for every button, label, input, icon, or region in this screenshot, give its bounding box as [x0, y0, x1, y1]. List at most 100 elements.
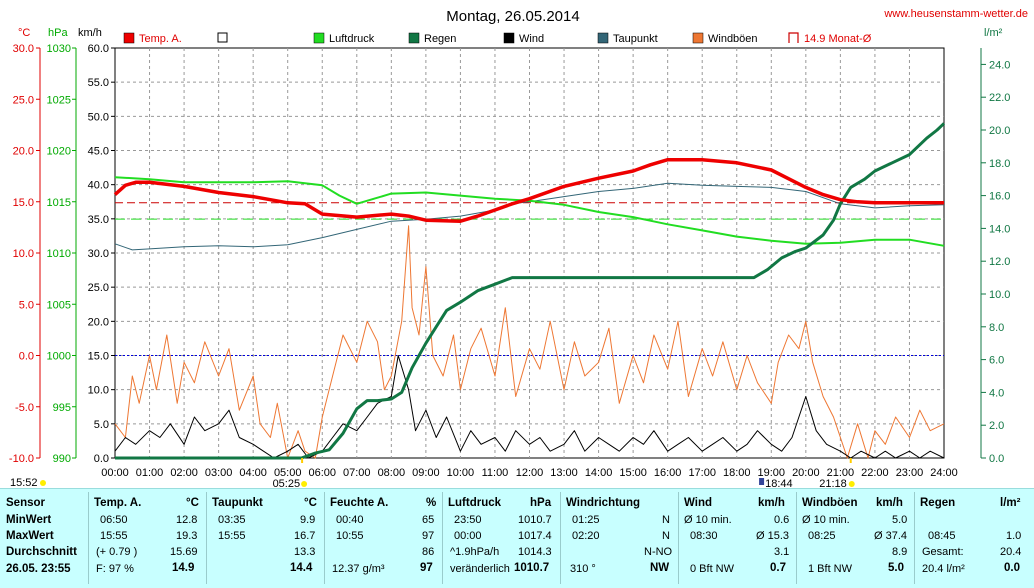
wind-axis-label: 5.0 — [94, 419, 109, 431]
temp-axis-label: 25.0 — [13, 94, 34, 106]
x-tick-label: 20:00 — [792, 467, 820, 479]
wind-now-value: 0.7 — [770, 562, 786, 574]
hum-now-note: 12.37 g/m³ — [332, 563, 385, 575]
col-divider — [88, 492, 89, 584]
legend-label: Temp. A. — [139, 33, 182, 45]
x-tick-label: 10:00 — [447, 467, 475, 479]
x-tick-label: 12:00 — [516, 467, 544, 479]
dir-now-value: NW — [650, 562, 670, 574]
rain-axis-label: 10.0 — [989, 289, 1010, 301]
sunrise-time: 05:25 — [273, 478, 301, 488]
legend-swatch — [123, 32, 135, 44]
rain-axis-label: 8.0 — [989, 322, 1004, 334]
x-tick-label: 07:00 — [343, 467, 371, 479]
pressure-axis-label: 1000 — [47, 351, 71, 363]
col-divider — [914, 492, 915, 584]
series-line — [114, 225, 945, 459]
x-tick-label: 15:00 — [619, 467, 647, 479]
legend-swatch — [788, 32, 799, 43]
rain-axis-label: 6.0 — [989, 355, 1004, 367]
rain-axis-unit: l/m² — [984, 27, 1003, 39]
rain-axis-label: 16.0 — [989, 191, 1010, 203]
rain-total-value: 20.4 — [1000, 546, 1022, 558]
legend-label: 14.9 Monat-Ø — [804, 33, 872, 45]
pressure-axis-label: 1015 — [47, 197, 71, 209]
temp-axis-unit: °C — [18, 27, 30, 39]
temp-axis-label: -10.0 — [9, 453, 34, 465]
x-tick-label: 24:00 — [930, 467, 958, 479]
press-min-value: 1010.7 — [518, 514, 552, 526]
pressure-axis-label: 990 — [53, 453, 71, 465]
x-tick-label: 14:00 — [585, 467, 613, 479]
dew-min-time: 03:35 — [218, 514, 246, 526]
stats-header-temp: Temp. A. — [94, 497, 142, 509]
moon-time: 18:44 — [765, 478, 793, 488]
x-tick-label: 09:00 — [412, 467, 440, 479]
stats-header-gust: Windböen — [802, 497, 858, 509]
stats-header-dew: Taupunkt — [212, 497, 263, 509]
chart-events: 15:52 05:25 18:44 21:18 — [10, 458, 855, 488]
pressure-axis-label: 1025 — [47, 94, 71, 106]
press-max-value: 1017.4 — [518, 530, 552, 542]
site-url[interactable]: www.heusenstamm-wetter.de — [883, 8, 1028, 20]
x-tick-label: 04:00 — [239, 467, 267, 479]
series-line — [114, 176, 945, 247]
temp-axis-label: 15.0 — [13, 197, 34, 209]
x-tick-label: 22:00 — [861, 467, 889, 479]
pressure-axis-label: 1005 — [47, 299, 71, 311]
dew-now-value: 14.4 — [290, 562, 313, 574]
wind-min-value: 0.6 — [774, 514, 790, 526]
stats-panel — [0, 488, 1034, 588]
hum-min-time: 00:40 — [336, 514, 364, 526]
rain-axis-label: 24.0 — [989, 59, 1010, 71]
stats-header-wind: Wind — [684, 497, 712, 509]
temp-axis-label: 20.0 — [13, 146, 34, 158]
rain-total-label: Gesamt: — [922, 546, 964, 558]
gust-min-time: Ø 10 min. — [802, 514, 850, 526]
gust-avg-value: 8.9 — [892, 546, 908, 558]
pressure-axis-label: 1010 — [47, 248, 71, 260]
sun-icon — [40, 480, 46, 486]
x-tick-label: 17:00 — [688, 467, 716, 479]
x-tick-label: 05:00 — [274, 467, 302, 479]
dew-max-time: 15:55 — [218, 530, 246, 542]
stats-header-wind-unit: km/h — [758, 497, 785, 509]
series-line — [113, 157, 944, 223]
dew-min-value: 9.9 — [300, 514, 316, 526]
temp-axis-label: -5.0 — [15, 402, 34, 414]
press-now-note: veränderlich — [450, 563, 510, 575]
stats-row-avg: Durchschnitt — [6, 546, 77, 558]
hum-now-value: 97 — [420, 562, 433, 574]
x-tick-label: 23:00 — [896, 467, 924, 479]
dir-min-value: N — [662, 514, 670, 526]
temp-axis-label: 30.0 — [13, 43, 34, 55]
stats-header-dir: Windrichtung — [566, 497, 640, 509]
hum-max-time: 10:55 — [336, 530, 364, 542]
legend-label: Windböen — [708, 33, 758, 45]
sunset-icon — [848, 481, 855, 487]
temp-avg-value: 15.69 — [170, 546, 198, 558]
legend-swatch — [597, 32, 609, 44]
temp-max-value: 19.3 — [176, 530, 198, 542]
stats-header-gust-unit: km/h — [876, 497, 903, 509]
gust-min-value: 5.0 — [892, 514, 908, 526]
col-divider — [442, 492, 443, 584]
wind-axis-label: 30.0 — [88, 248, 109, 260]
x-tick-label: 21:00 — [827, 467, 855, 479]
temp-min-time: 06:50 — [100, 514, 128, 526]
dew-max-value: 16.7 — [294, 530, 316, 542]
press-trend: ^1.9hPa/h — [450, 546, 500, 558]
rain-axis-label: 0.0 — [989, 453, 1004, 465]
sun-event-time: 15:52 — [10, 477, 38, 488]
x-tick-label: 03:00 — [205, 467, 233, 479]
temp-max-time: 15:55 — [100, 530, 128, 542]
legend-label: Taupunkt — [613, 33, 658, 45]
rain-now-note: 20.4 l/m² — [922, 563, 965, 575]
press-now-value: 1010.7 — [514, 562, 550, 574]
press-avg-value: 1014.3 — [518, 546, 552, 558]
wind-axis-label: 20.0 — [88, 316, 109, 328]
wind-now-note: 0 Bft NW — [690, 563, 735, 575]
wind-avg-value: 3.1 — [774, 546, 790, 558]
wind-axis-unit: km/h — [78, 27, 102, 39]
gust-now-note: 1 Bft NW — [808, 563, 853, 575]
